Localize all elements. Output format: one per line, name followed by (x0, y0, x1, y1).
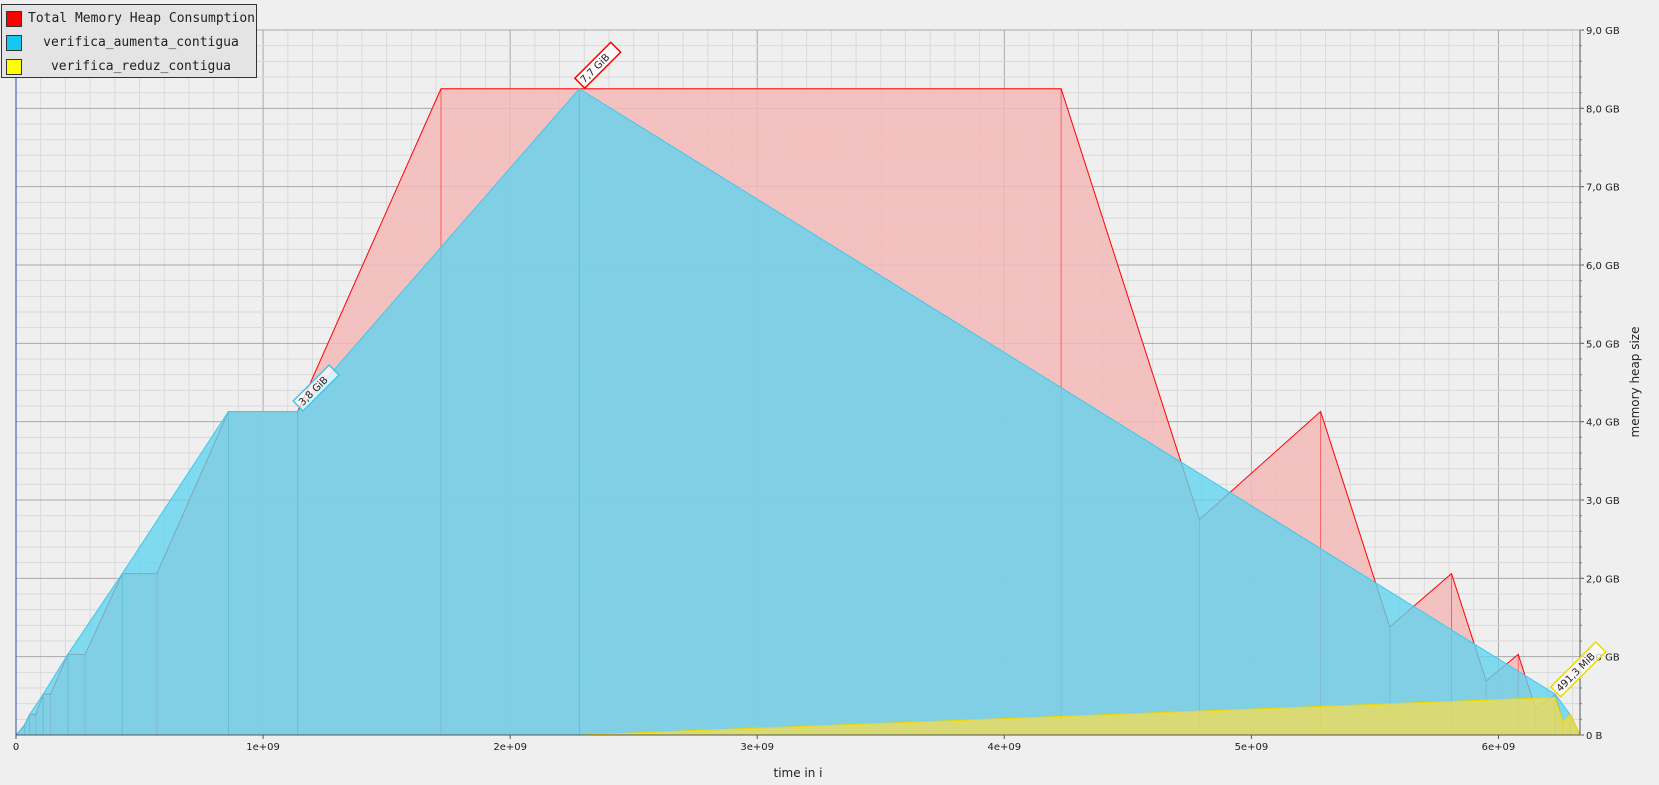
series-area-verifica-aumenta-contigua (16, 88, 1580, 735)
y-tick-label: 9,0 GB (1586, 26, 1620, 37)
chart-legend: Total Memory Heap Consumption verifica_a… (1, 4, 257, 78)
legend-item-verifica-reduz: verifica_reduz_contigua (6, 57, 254, 77)
x-tick-label: 1e+09 (246, 742, 280, 753)
legend-swatch-total-memory (6, 11, 22, 27)
legend-label: verifica_aumenta_contigua (43, 35, 239, 50)
chart-axes: 0 1e+09 2e+09 3e+09 4e+09 5e+09 6e+09 0 B 1,0 GB… (13, 26, 1620, 753)
legend-swatch-verifica-aumenta (6, 35, 22, 51)
legend-label: Total Memory Heap Consumption (28, 11, 255, 26)
y-tick-label: 2,0 GB (1586, 574, 1620, 585)
y-tick-label: 6,0 GB (1586, 261, 1620, 272)
legend-label: verifica_reduz_contigua (50, 59, 231, 74)
legend-item-total-memory: Total Memory Heap Consumption (6, 9, 255, 29)
x-tick-label: 2e+09 (493, 742, 527, 753)
annotation-box (573, 41, 622, 90)
y-tick-label: 3,0 GB (1586, 496, 1620, 507)
annotation-box (1549, 640, 1607, 698)
legend-swatch-verifica-reduz (6, 59, 22, 75)
x-tick-label: 3e+09 (740, 742, 774, 753)
series-area-verifica-reduz-contigua (16, 697, 1580, 735)
y-tick-label: 0 B (1586, 731, 1603, 742)
x-tick-label: 0 (13, 742, 19, 753)
x-tick-label: 5e+09 (1235, 742, 1269, 753)
x-tick-label: 6e+09 (1482, 742, 1516, 753)
legend-item-verifica-aumenta: verifica_aumenta_contigua (6, 33, 254, 53)
chart-series-areas (15, 88, 1581, 736)
annotation-box (292, 364, 341, 412)
y-tick-label: 4,0 GB (1586, 418, 1620, 429)
y-tick-label: 5,0 GB (1586, 339, 1620, 350)
x-tick-label: 4e+09 (987, 742, 1021, 753)
y-tick-label: 7,0 GB (1586, 183, 1620, 194)
y-axis-label: memory heap size (1628, 327, 1642, 438)
x-axis-label: time in i (773, 766, 822, 780)
y-tick-label: 8,0 GB (1586, 104, 1620, 115)
y-tick-label: 1,0 GB (1586, 653, 1620, 664)
